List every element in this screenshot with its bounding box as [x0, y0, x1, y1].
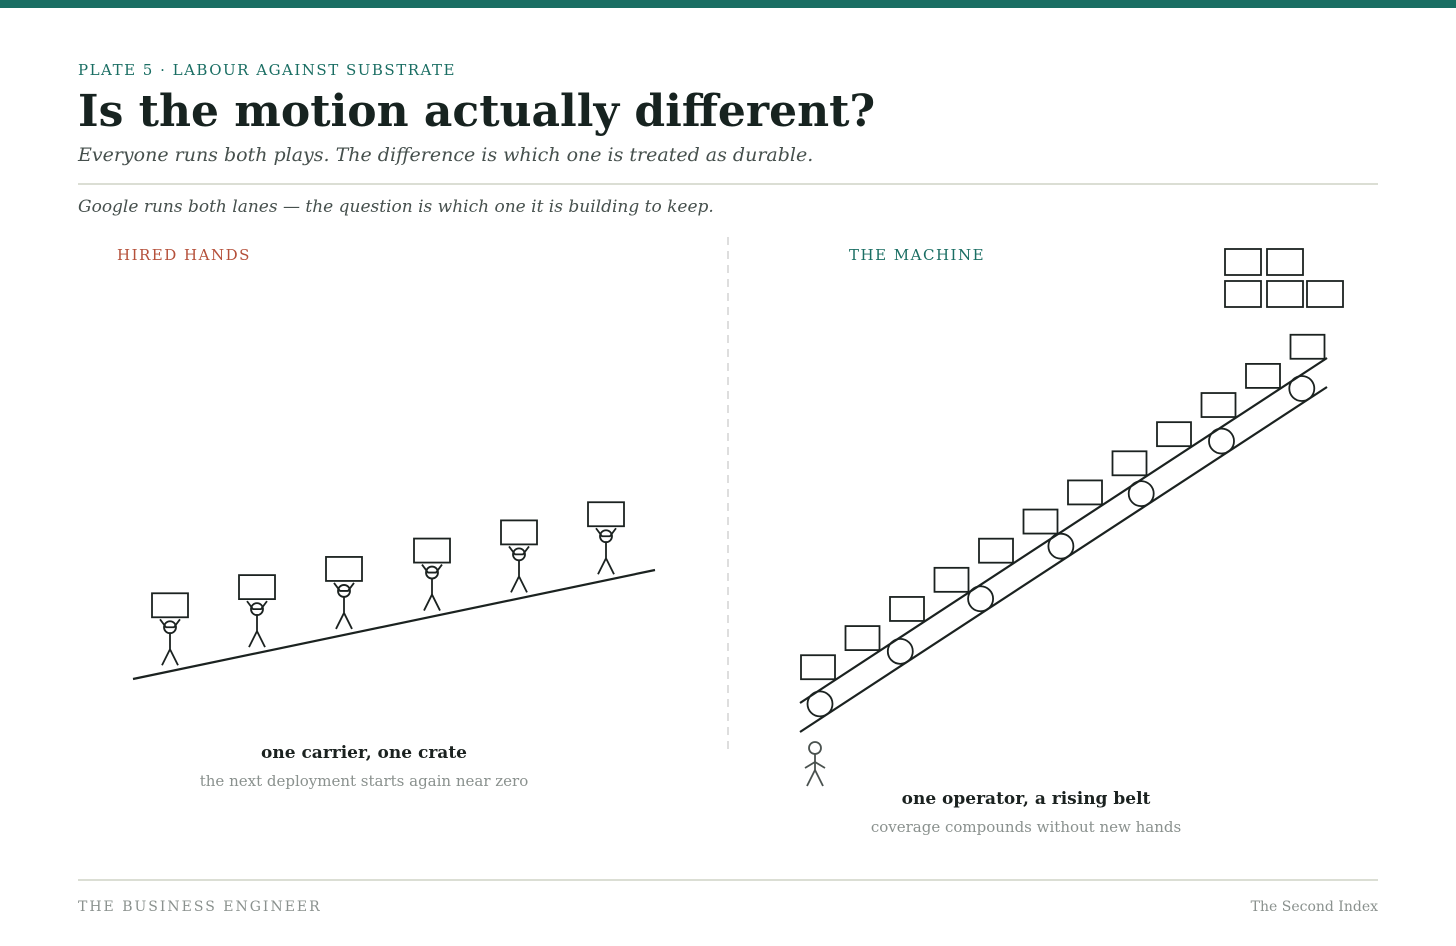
stick-figure — [421, 564, 443, 574]
roller — [1127, 480, 1155, 508]
ramp — [132, 568, 656, 681]
stick-figure — [333, 582, 355, 592]
stick-figure — [169, 648, 179, 666]
stick-figure — [423, 594, 433, 611]
crate — [1200, 392, 1237, 418]
roller — [1047, 532, 1075, 560]
crate — [1067, 479, 1103, 506]
crate — [800, 654, 836, 681]
belt — [799, 386, 1328, 733]
stick-figure — [595, 527, 617, 538]
subtitle: Everyone runs both plays. The difference… — [78, 144, 814, 166]
panel-note: coverage compounds without new hands — [870, 818, 1182, 836]
stick-figure — [599, 529, 613, 544]
crate — [1306, 280, 1344, 308]
crate — [587, 501, 625, 528]
kicker: PLATE 5 · LABOUR AGAINST SUBSTRATE — [78, 61, 456, 79]
crate — [1266, 280, 1304, 308]
stick-figure — [806, 769, 816, 787]
stick-figure — [512, 547, 526, 562]
crate — [933, 566, 970, 593]
stick-figure — [808, 741, 822, 755]
panel-label: HIRED HANDS — [117, 246, 251, 264]
top-bar — [0, 0, 1456, 8]
stick-figure — [163, 620, 177, 635]
stick-figure — [425, 565, 439, 580]
stick-figure — [814, 769, 824, 787]
stick-figure — [250, 602, 264, 617]
crate — [1224, 280, 1262, 308]
panel-label: THE MACHINE — [849, 246, 986, 264]
stick-figure — [510, 575, 520, 593]
crate — [889, 596, 925, 622]
stick-figure — [337, 584, 351, 598]
crate — [1156, 421, 1192, 448]
crate — [1266, 248, 1304, 276]
crate — [151, 592, 189, 619]
footer-right: The Second Index — [1250, 899, 1378, 915]
caption: Google runs both lanes — the question is… — [78, 197, 714, 217]
stick-figure — [518, 575, 528, 593]
stick-figure — [159, 618, 181, 629]
stick-figure — [343, 612, 353, 630]
crate — [238, 574, 276, 601]
crate — [978, 537, 1014, 564]
stick-figure — [248, 630, 258, 648]
roller — [886, 637, 914, 665]
stick-figure — [597, 557, 607, 575]
crate — [1245, 362, 1281, 389]
roller — [806, 690, 834, 718]
stick-figure — [246, 600, 268, 611]
stick-figure — [508, 545, 530, 556]
stick-figure — [335, 612, 345, 630]
stick-figure — [814, 761, 826, 769]
crate — [325, 556, 363, 582]
panel-note: the next deployment starts again near ze… — [199, 772, 529, 790]
crate — [413, 537, 451, 564]
stick-figure — [605, 557, 615, 575]
stick-figure — [256, 630, 266, 648]
crate — [500, 519, 538, 546]
stick-figure — [161, 648, 171, 666]
stick-figure — [804, 761, 816, 769]
panel-title: one carrier, one crate — [261, 743, 467, 763]
crate — [1289, 333, 1326, 360]
crate — [1224, 248, 1262, 276]
crate — [1111, 450, 1148, 477]
roller — [1288, 375, 1316, 402]
roller — [1208, 427, 1235, 455]
roller — [967, 585, 994, 613]
stick-figure — [431, 594, 441, 611]
belt — [799, 357, 1328, 704]
panel-title: one operator, a rising belt — [901, 789, 1151, 809]
crate — [844, 625, 881, 651]
footer-left: THE BUSINESS ENGINEER — [78, 899, 322, 915]
title: Is the motion actually different? — [78, 86, 876, 137]
crate — [1022, 508, 1059, 535]
